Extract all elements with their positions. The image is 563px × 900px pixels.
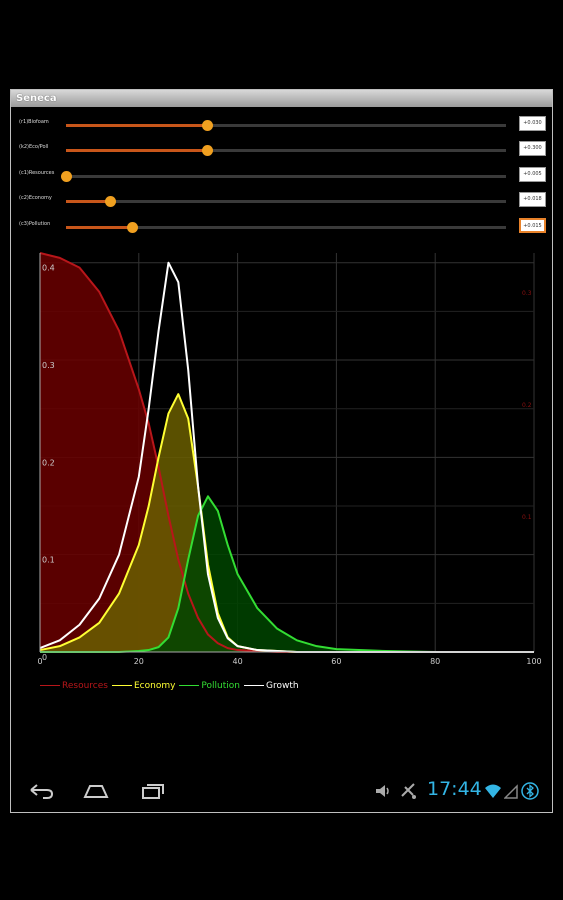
legend-swatch <box>111 685 132 686</box>
slider-value-input[interactable]: +0.005 <box>519 167 546 182</box>
legend-label: Pollution <box>201 681 240 691</box>
bluetooth-icon <box>521 782 539 800</box>
chart-legend: Resources Economy Pollution Growth <box>40 681 303 691</box>
y-tick-label: 0.3 <box>42 361 55 370</box>
slider-thumb[interactable] <box>61 171 72 182</box>
x-tick-label: 80 <box>430 657 440 666</box>
status-clock: 17:44 <box>427 778 482 800</box>
slider-thumb[interactable] <box>201 145 213 156</box>
y-tick-label: 0.2 <box>42 458 55 467</box>
legend-item: Pollution <box>179 681 240 691</box>
recent-apps-icon[interactable] <box>139 781 167 801</box>
legend-item: Economy <box>111 681 176 691</box>
legend-label: Growth <box>265 681 299 691</box>
slider-track[interactable] <box>66 145 506 156</box>
legend-item: Resources <box>40 681 108 691</box>
simulation-chart: 0 20 40 60 80 100 0 0.1 0.2 0.3 0.4 0.1 0.2 0.3 <box>37 252 542 666</box>
slider-label: (c2)Economy <box>19 195 52 201</box>
legend-item: Growth <box>243 681 299 691</box>
slider-value-input[interactable]: +0.015 <box>519 218 546 233</box>
right-tick-label: 0.2 <box>522 402 532 409</box>
y-tick-label: 0 <box>42 653 47 662</box>
signal-icon <box>504 784 518 799</box>
slider-row: (c1)Resources +0.005 <box>11 165 552 187</box>
area-resources <box>40 253 534 652</box>
slider-fill <box>66 200 110 203</box>
slider-fill <box>66 124 207 127</box>
x-tick-label: 20 <box>134 657 144 666</box>
legend-swatch <box>243 685 264 686</box>
gps-satellite-icon <box>401 783 416 799</box>
slider-track[interactable] <box>66 222 506 233</box>
legend-label: Resources <box>62 681 108 691</box>
legend-swatch <box>179 685 200 686</box>
slider-track[interactable] <box>66 196 506 207</box>
slider-fill <box>66 226 132 229</box>
slider-value-input[interactable]: +0.018 <box>519 192 546 207</box>
volume-icon <box>376 785 389 797</box>
legend-swatch <box>40 685 60 686</box>
slider-thumb[interactable] <box>127 222 138 233</box>
back-icon[interactable] <box>27 781 55 801</box>
slider-track[interactable] <box>66 120 506 131</box>
x-tick-label: 0 <box>37 657 42 666</box>
wifi-icon <box>485 784 501 798</box>
x-tick-label: 100 <box>526 657 541 666</box>
x-tick-label: 40 <box>233 657 243 666</box>
y-tick-label: 0.4 <box>42 264 55 273</box>
slider-fill <box>66 149 207 152</box>
slider-label: (r1)Biofoam <box>19 119 49 125</box>
y-tick-label: 0.1 <box>42 556 55 565</box>
area-economy <box>40 394 534 652</box>
system-navigation-bar: 17:44 <box>11 775 552 812</box>
slider-label: (c3)Pollution <box>19 221 51 227</box>
app-window: Seneca (r1)Biofoam +0.030 (k2)Eco/Poll +0.3… <box>10 89 553 813</box>
slider-label: (k2)Eco/Poll <box>19 144 49 150</box>
home-icon[interactable] <box>82 781 110 801</box>
slider-value-input[interactable]: +0.300 <box>519 141 546 156</box>
slider-thumb[interactable] <box>105 196 116 207</box>
right-tick-label: 0.3 <box>522 290 532 297</box>
right-tick-label: 0.1 <box>522 514 532 521</box>
slider-track[interactable] <box>61 171 506 182</box>
slider-thumb[interactable] <box>201 120 213 131</box>
legend-label: Economy <box>133 681 176 691</box>
slider-value-input[interactable]: +0.030 <box>519 116 546 131</box>
slider-row: (c2)Economy +0.018 <box>11 190 552 212</box>
app-title: Seneca <box>11 90 552 107</box>
slider-label: (c1)Resources <box>19 170 55 176</box>
x-tick-label: 60 <box>331 657 341 666</box>
slider-row: (k2)Eco/Poll +0.300 <box>11 139 552 161</box>
slider-row: (c3)Pollution +0.015 <box>11 216 552 238</box>
slider-row: (r1)Biofoam +0.030 <box>11 114 552 136</box>
